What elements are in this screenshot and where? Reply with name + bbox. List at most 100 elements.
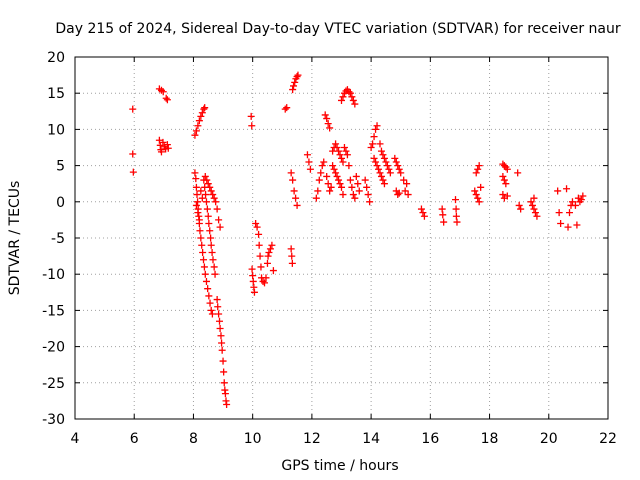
data-point <box>373 122 381 130</box>
data-point <box>221 390 229 398</box>
data-point <box>210 194 218 202</box>
data-point <box>566 209 574 217</box>
data-point <box>472 191 480 199</box>
data-point <box>440 218 448 226</box>
data-point <box>349 191 357 199</box>
data-point <box>351 100 359 108</box>
data-point <box>212 198 220 206</box>
data-point <box>256 252 264 260</box>
data-point <box>514 169 522 177</box>
data-point <box>380 180 388 188</box>
x-tick-label: 14 <box>362 431 380 447</box>
data-point <box>283 104 291 112</box>
data-point <box>379 151 387 159</box>
data-point <box>361 176 369 184</box>
data-point <box>162 94 170 102</box>
data-point <box>287 169 295 177</box>
data-point <box>342 147 350 155</box>
data-point <box>401 187 409 195</box>
data-point <box>530 205 538 213</box>
data-point <box>312 194 320 202</box>
data-point <box>321 111 329 119</box>
data-point <box>200 256 208 264</box>
data-point <box>330 165 338 173</box>
data-point <box>248 122 256 130</box>
data-point <box>345 88 353 96</box>
data-point <box>500 176 508 184</box>
data-point <box>564 223 572 231</box>
data-point <box>563 185 571 193</box>
data-point <box>208 248 216 256</box>
data-point <box>472 169 480 177</box>
data-point <box>372 158 380 166</box>
data-point <box>515 201 523 209</box>
data-point <box>191 131 199 139</box>
data-point <box>207 187 215 195</box>
data-point <box>205 292 213 300</box>
data-point <box>203 176 211 184</box>
data-point <box>281 105 289 113</box>
data-point <box>202 198 210 206</box>
data-point <box>209 256 217 264</box>
y-tick-label: -5 <box>51 231 65 247</box>
data-point <box>557 220 565 228</box>
data-point <box>202 191 210 199</box>
data-point <box>346 89 354 97</box>
points-layer <box>129 71 587 409</box>
y-tick-label: -20 <box>42 340 65 356</box>
data-point <box>220 379 228 387</box>
data-point <box>370 133 378 141</box>
y-tick-label: 20 <box>47 50 65 66</box>
data-point <box>269 267 277 275</box>
data-point <box>196 227 204 235</box>
data-point <box>257 263 265 271</box>
data-point <box>339 191 347 199</box>
data-point <box>373 162 381 170</box>
data-point <box>159 88 167 96</box>
y-tick-label: -10 <box>42 267 65 283</box>
data-point <box>335 147 343 155</box>
data-point <box>395 189 403 197</box>
data-point <box>338 96 345 104</box>
data-point <box>453 218 461 226</box>
y-tick-label: -15 <box>42 303 65 319</box>
data-point <box>403 180 411 188</box>
data-point <box>527 198 535 206</box>
data-point <box>383 162 391 170</box>
data-point <box>329 147 337 155</box>
data-point <box>533 212 541 220</box>
data-point <box>255 241 263 249</box>
data-point <box>198 194 206 202</box>
x-tick-label: 6 <box>130 431 139 447</box>
data-point <box>247 112 255 120</box>
data-point <box>253 223 261 231</box>
plot-frame <box>74 56 609 420</box>
data-point <box>215 310 223 318</box>
data-point <box>265 248 273 256</box>
data-point <box>199 248 207 256</box>
data-point <box>377 172 385 180</box>
data-point <box>203 205 211 213</box>
data-point <box>216 325 224 332</box>
y-tick-label: -25 <box>42 376 65 392</box>
data-point <box>193 191 201 199</box>
data-point <box>288 252 296 260</box>
data-point <box>394 191 402 199</box>
data-point <box>290 82 298 90</box>
data-point <box>332 140 340 148</box>
data-point <box>366 198 374 206</box>
data-point <box>364 191 372 199</box>
data-point <box>571 201 579 209</box>
data-point <box>303 151 311 159</box>
data-point <box>397 169 405 177</box>
data-point <box>220 368 228 376</box>
data-point <box>215 216 223 224</box>
data-point <box>475 198 483 206</box>
data-point <box>419 209 427 217</box>
data-point <box>315 176 323 184</box>
data-point <box>192 175 200 183</box>
data-point <box>262 274 270 282</box>
data-point <box>395 165 403 173</box>
tick-layer: 4 6 8 10 12 14 16 18 20 22 20 15 10 5 0 -5 -10 -15 -20 -25 -… <box>42 50 617 447</box>
